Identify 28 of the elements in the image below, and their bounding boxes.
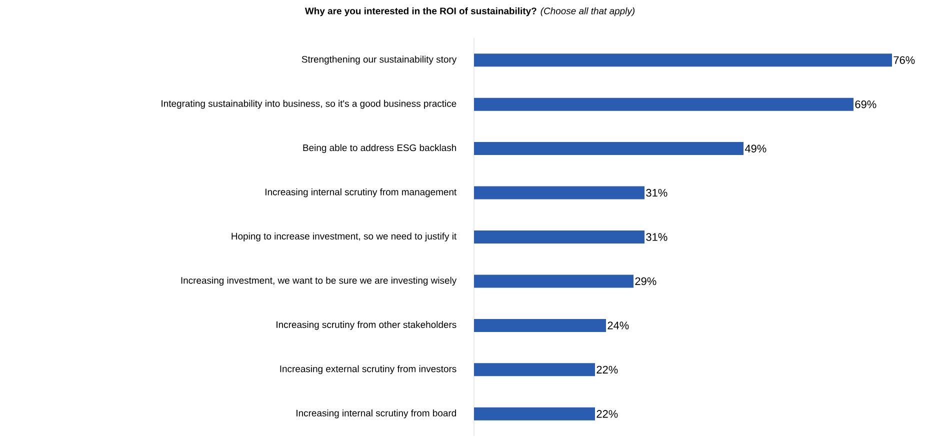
data-label: 29%	[635, 277, 656, 286]
y-tick-label: Strengthening our sustainability story	[302, 56, 457, 65]
data-label: 22%	[596, 410, 618, 418]
bar	[474, 98, 854, 111]
bar	[474, 363, 595, 376]
chart-title: Why are you interested in the ROI of sustainability? (Choose all that apply)	[304, 7, 634, 16]
bar	[474, 186, 644, 200]
data-label: 76%	[894, 56, 915, 64]
bar	[474, 407, 595, 420]
bar	[474, 318, 606, 332]
y-tick-label: Integrating sustainability into business, so it's a good business practice	[162, 100, 456, 109]
y-tick-label: Increasing scrutiny from other stakeholders	[276, 321, 456, 330]
data-label: 22%	[596, 366, 618, 374]
y-tick-label: Increasing investment, we want to be sure we are investing wisely	[181, 276, 457, 286]
data-label: 24%	[608, 322, 629, 330]
y-tick-label: Being able to address ESG backlash	[303, 144, 456, 153]
bar	[474, 274, 634, 288]
data-label: 69%	[855, 100, 876, 108]
bar	[474, 142, 744, 156]
y-tick-label: Increasing internal scrutiny from board	[296, 409, 456, 418]
data-label: 31%	[646, 233, 668, 241]
data-label: 49%	[744, 144, 766, 152]
bar	[474, 54, 892, 67]
data-label: 31%	[646, 188, 668, 197]
bar	[474, 230, 644, 244]
y-tick-label: Increasing external scrutiny from investors	[280, 365, 456, 374]
y-tick-label: Hoping to increase investment, so we need to justify it	[232, 232, 457, 242]
y-tick-label: Increasing internal scrutiny from management	[266, 188, 457, 198]
